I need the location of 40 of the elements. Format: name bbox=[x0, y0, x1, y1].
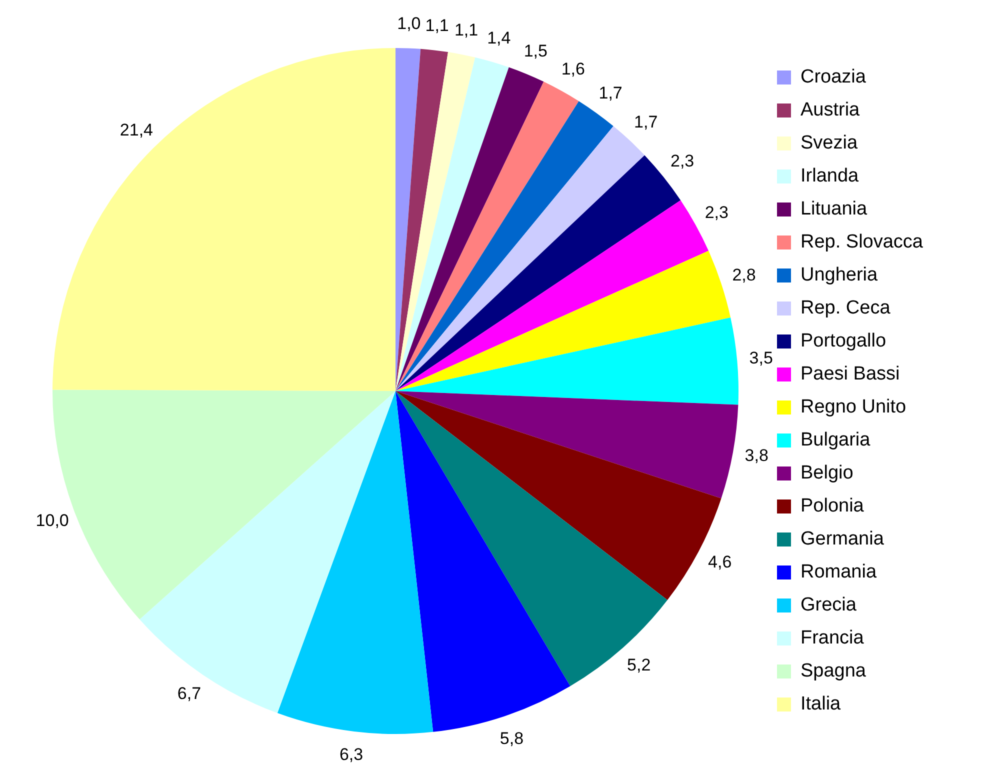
data-label: 1,7 bbox=[598, 83, 622, 102]
legend-label: Regno Unito bbox=[800, 396, 906, 418]
data-label: 1,1 bbox=[454, 20, 478, 40]
data-label: 3,8 bbox=[744, 446, 768, 466]
data-label: 6,3 bbox=[339, 745, 364, 764]
legend-label: Romania bbox=[800, 562, 877, 583]
legend-label: Polonia bbox=[800, 496, 864, 517]
data-label: 1,1 bbox=[425, 16, 449, 36]
legend-label: Germania bbox=[800, 528, 884, 550]
data-label: 4,6 bbox=[708, 552, 732, 572]
data-label: 6,7 bbox=[177, 684, 202, 704]
legend-label: Paesi Bassi bbox=[800, 364, 900, 385]
data-label: 1,5 bbox=[524, 41, 548, 60]
legend-label: Portogallo bbox=[800, 330, 886, 352]
legend-label: Spagna bbox=[800, 660, 866, 682]
legend-label: Francia bbox=[800, 628, 864, 649]
data-label: 2,8 bbox=[732, 266, 756, 285]
data-label: 5,8 bbox=[500, 728, 524, 748]
data-label: 2,3 bbox=[670, 152, 694, 171]
legend-label: Austria bbox=[800, 100, 860, 121]
legend-label: Croazia bbox=[800, 66, 866, 88]
legend-label: Lituania bbox=[800, 198, 868, 220]
data-label: 2,3 bbox=[704, 203, 728, 222]
data-label: 1,4 bbox=[487, 28, 511, 48]
data-label: 21,4 bbox=[120, 120, 154, 140]
data-label: 3,5 bbox=[749, 348, 773, 368]
legend-label: Italia bbox=[800, 694, 842, 715]
legend-label: Irlanda bbox=[800, 166, 860, 187]
data-label: 1,7 bbox=[634, 112, 658, 132]
legend-label: Rep. Slovacca bbox=[800, 232, 924, 253]
legend-label: Belgio bbox=[800, 462, 854, 484]
data-label: 1,0 bbox=[397, 14, 421, 33]
data-label: 10,0 bbox=[36, 510, 69, 530]
legend-label: Grecia bbox=[800, 594, 857, 616]
legend-label: Ungheria bbox=[800, 264, 878, 286]
data-label: 5,2 bbox=[627, 655, 651, 674]
legend-label: Svezia bbox=[800, 132, 858, 154]
data-label: 1,6 bbox=[561, 60, 585, 79]
legend-label: Rep. Ceca bbox=[800, 298, 891, 319]
legend-label: Bulgaria bbox=[800, 430, 871, 451]
